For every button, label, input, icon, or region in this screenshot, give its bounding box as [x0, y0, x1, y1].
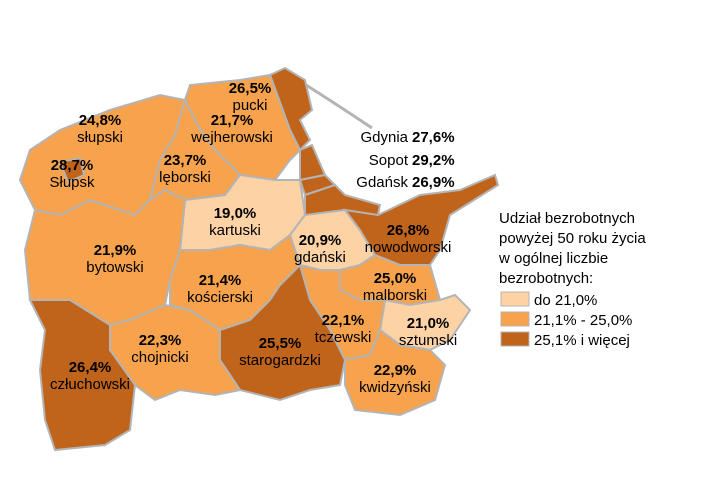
region — [219, 263, 347, 402]
region — [28, 299, 137, 452]
legend-swatch — [500, 291, 530, 307]
region-value: 25,5% — [259, 335, 302, 352]
region-name: tczewski — [315, 329, 372, 346]
city-value: 26,9% — [412, 174, 455, 191]
region-name: Słupsk — [49, 174, 95, 191]
legend-title: powyżej 50 roku życia — [499, 230, 646, 247]
legend-title: w ogólnej liczbie — [498, 250, 608, 267]
region — [58, 156, 86, 184]
region-value: 22,9% — [374, 362, 417, 379]
region-value: 21,4% — [199, 272, 242, 289]
region — [344, 328, 447, 417]
region-name: chojnicki — [131, 349, 189, 366]
region-value: 21,0% — [407, 315, 450, 332]
region-name: pucki — [232, 97, 267, 114]
city-name: Sopot — [369, 152, 409, 169]
region-name: starogardzki — [239, 352, 321, 369]
region-value: 28,7% — [51, 157, 94, 174]
region-value: 20,9% — [299, 232, 342, 249]
region-name: człuchowski — [50, 376, 130, 393]
region-value: 26,8% — [387, 222, 430, 239]
city-value: 27,6% — [412, 129, 455, 146]
region-value: 25,0% — [374, 270, 417, 287]
region-value: 22,1% — [322, 312, 365, 329]
region-name: bytowski — [86, 259, 144, 276]
legend-swatch — [500, 331, 530, 347]
region-value: 21,7% — [211, 112, 254, 129]
legend-label: do 21,0% — [534, 292, 597, 309]
region-name: gdański — [294, 249, 346, 266]
legend-title: Udział bezrobotnych — [499, 210, 635, 227]
region-value: 22,3% — [139, 332, 182, 349]
region-value: 26,4% — [69, 359, 112, 376]
region-value: 24,8% — [79, 112, 122, 129]
region-value: 19,0% — [214, 205, 257, 222]
region-name: malborski — [363, 287, 427, 304]
region — [342, 173, 500, 266]
region-name: wejherowski — [190, 129, 273, 146]
region-value: 23,7% — [164, 152, 207, 169]
legend-label: 21,1% - 25,0% — [534, 312, 632, 329]
legend-swatch — [500, 311, 530, 327]
legend-label: 25,1% i więcej — [534, 332, 630, 349]
region-name: sztumski — [399, 332, 457, 349]
region-name: lęborski — [159, 169, 211, 186]
city-value: 29,2% — [412, 152, 455, 169]
city-name: Gdynia — [360, 129, 408, 146]
region-name: kwidzyński — [359, 379, 431, 396]
legend-title: bezrobotnych: — [499, 270, 593, 287]
city-name: Gdańsk — [356, 174, 408, 191]
region-name: nowodworski — [365, 239, 452, 256]
region-value: 26,5% — [229, 80, 272, 97]
region-name: kościerski — [187, 289, 253, 306]
region-name: słupski — [77, 129, 123, 146]
region-name: kartuski — [209, 222, 261, 239]
region-value: 21,9% — [94, 242, 137, 259]
